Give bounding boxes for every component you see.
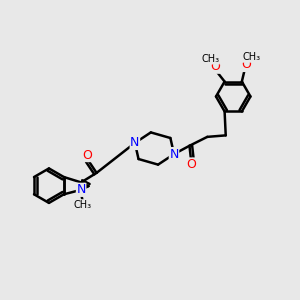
Text: CH₃: CH₃ [74,200,92,210]
Text: N: N [169,148,179,160]
Text: O: O [242,58,251,71]
Text: O: O [210,60,220,73]
Text: N: N [76,183,86,196]
Text: O: O [187,158,196,171]
Text: N: N [130,136,140,149]
Text: CH₃: CH₃ [242,52,260,62]
Text: O: O [82,148,92,162]
Text: CH₃: CH₃ [201,54,219,64]
